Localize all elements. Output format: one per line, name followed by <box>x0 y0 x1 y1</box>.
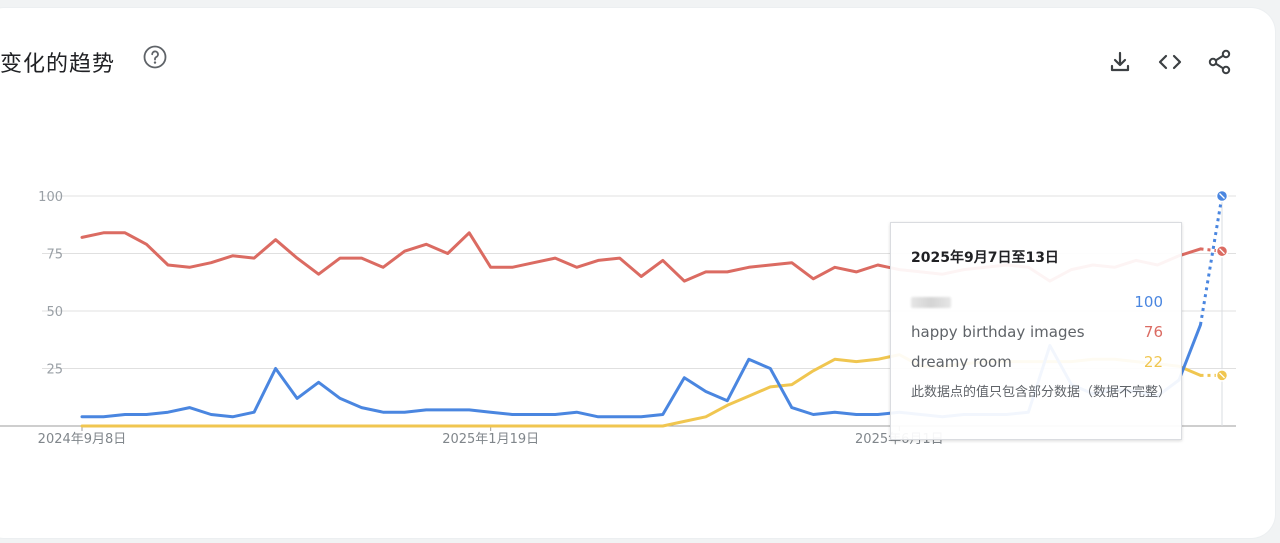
redacted-label <box>911 297 951 308</box>
y-tick-label: 25 <box>46 363 63 378</box>
partial-point-mark <box>1219 248 1225 255</box>
series-partial-blurred <box>1199 195 1224 326</box>
tooltip-row-dreamy-room: dreamy room 22 <box>911 353 1163 373</box>
y-tick-label: 100 <box>38 190 63 205</box>
partial-point-mark <box>1219 193 1225 199</box>
tooltip-row-blurred: 100 <box>911 293 1163 313</box>
download-icon <box>1110 51 1130 72</box>
tooltip-label: dreamy room <box>911 353 1012 371</box>
tooltip-value: 22 <box>1143 353 1163 371</box>
share-button[interactable] <box>1206 48 1234 76</box>
tooltip-value: 76 <box>1143 323 1163 341</box>
y-tick-label: 75 <box>46 248 63 263</box>
help-circle-icon[interactable] <box>143 45 167 69</box>
x-tick-label: 2025年1月19日 <box>442 432 539 447</box>
tooltip-value: 100 <box>1134 293 1163 311</box>
partial-data-note: 此数据点的值只包含部分数据（数据不完整） <box>911 385 1172 400</box>
code-icon <box>1158 54 1182 70</box>
tooltip-label: happy birthday images <box>911 323 1085 341</box>
page-title: 变化的趋势 <box>0 52 116 77</box>
share-icon <box>1208 49 1231 75</box>
y-tick-label: 50 <box>46 305 63 320</box>
download-button[interactable] <box>1106 48 1134 76</box>
tooltip-date: 2025年9月7日至13日 <box>911 250 1059 266</box>
x-tick-label: 2024年9月8日 <box>38 432 127 447</box>
data-point-tooltip: 2025年9月7日至13日 100 happy birthday images … <box>890 222 1182 440</box>
embed-button[interactable] <box>1156 48 1184 76</box>
tooltip-row-happy-birthday-images: happy birthday images 76 <box>911 323 1163 343</box>
partial-point-mark <box>1219 372 1225 379</box>
